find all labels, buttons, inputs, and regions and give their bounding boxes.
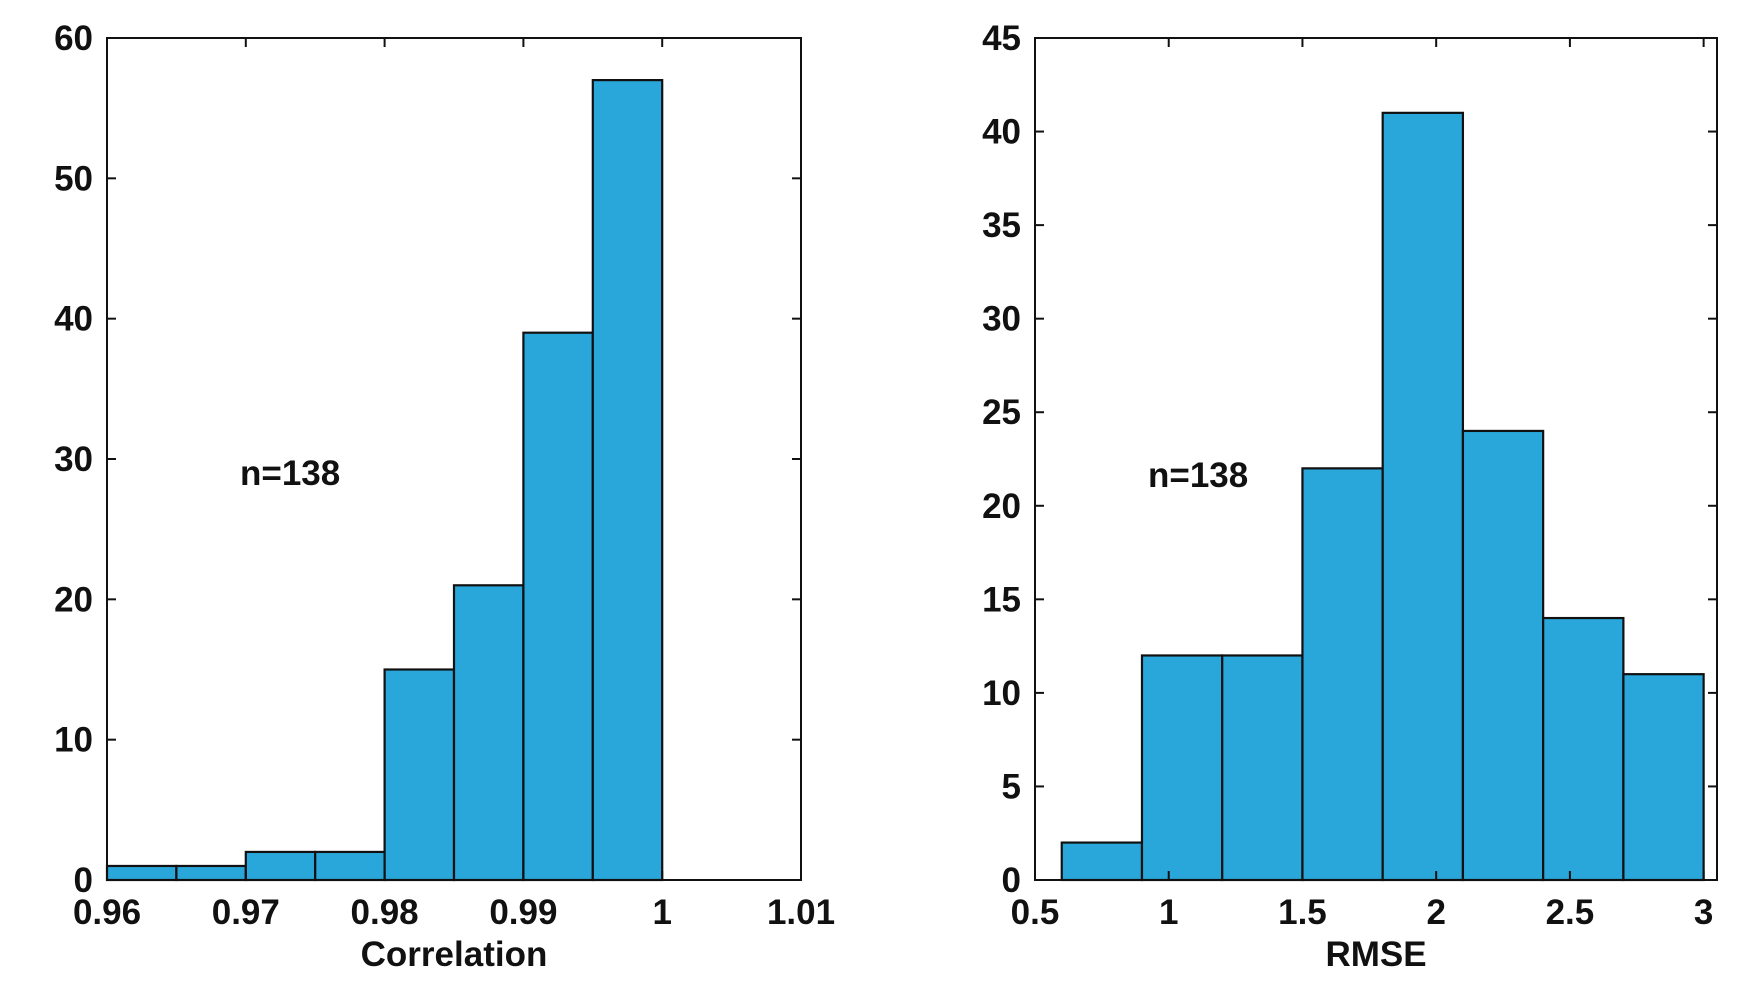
correlation-xtick-label: 0.97	[212, 893, 280, 932]
rmse-ytick-label: 30	[982, 300, 1021, 339]
correlation-ticks: 0 10 20 30 40 50 60 0.96 0.97 0.98 0.99 1 1.01	[54, 19, 835, 932]
correlation-bar-5	[383, 668, 456, 882]
rmse-xtick-label: 2.5	[1546, 893, 1595, 932]
correlation-bar-4	[314, 850, 386, 882]
correlation-bars	[105, 78, 664, 882]
correlation-ytick-label: 30	[54, 440, 93, 479]
correlation-bar-8	[591, 78, 664, 882]
correlation-xtick-label: 0.98	[351, 893, 419, 932]
rmse-xtick-label: 2	[1426, 893, 1445, 932]
correlation-ytick-label: 0	[74, 861, 93, 900]
correlation-xtick-label: 1.01	[767, 893, 835, 932]
correlation-xtick-label: 0.96	[73, 893, 141, 932]
correlation-bar-6	[452, 584, 525, 882]
rmse-bar-7	[1542, 616, 1625, 882]
rmse-bar-4	[1301, 467, 1384, 882]
correlation-xtick-label: 1	[652, 893, 671, 932]
correlation-ytick-label: 10	[54, 721, 93, 760]
rmse-sample-size: n=138	[1148, 456, 1248, 495]
rmse-bar-1	[1060, 841, 1144, 882]
rmse-bars	[1060, 111, 1705, 882]
rmse-axes-frame	[1034, 37, 1718, 881]
rmse-ytick-label: 40	[982, 113, 1021, 152]
rmse-ytick-label: 20	[982, 487, 1021, 526]
rmse-ytick-label: 45	[982, 19, 1021, 58]
rmse-ytick-label: 35	[982, 206, 1021, 245]
correlation-ytick-label: 50	[54, 159, 93, 198]
rmse-bar-8	[1622, 673, 1705, 882]
correlation-ytick-label: 20	[54, 580, 93, 619]
correlation-bar-7	[522, 331, 594, 882]
correlation-ytick-label: 60	[54, 19, 93, 58]
rmse-ytick-label: 10	[982, 674, 1021, 713]
rmse-histogram: 0 5 10 15 20 25 30 35 40 45 0.5 1 1.5 2 2.5 3 n=138 RMS…	[982, 19, 1718, 974]
rmse-bar-6	[1461, 429, 1545, 882]
correlation-x-axis-title: Correlation	[361, 935, 548, 974]
correlation-bar-2	[175, 864, 247, 882]
rmse-x-axis-title: RMSE	[1325, 935, 1426, 974]
rmse-ytick-label: 0	[1002, 861, 1021, 900]
rmse-ytick-label: 15	[982, 580, 1021, 619]
rmse-ytick-label: 25	[982, 393, 1021, 432]
correlation-bar-3	[244, 850, 317, 882]
rmse-ytick-label: 5	[1002, 767, 1021, 806]
correlation-bar-1	[105, 864, 178, 882]
correlation-ytick-label: 40	[54, 300, 93, 339]
rmse-bar-3	[1221, 654, 1304, 882]
correlation-sample-size: n=138	[240, 454, 340, 493]
correlation-xtick-label: 0.99	[489, 893, 557, 932]
rmse-xtick-label: 1	[1159, 893, 1178, 932]
rmse-xtick-label: 0.5	[1011, 893, 1060, 932]
rmse-xtick-label: 3	[1694, 893, 1713, 932]
rmse-ticks: 0 5 10 15 20 25 30 35 40 45 0.5 1 1.5 2 2.5 3	[982, 19, 1717, 932]
rmse-xtick-label: 1.5	[1278, 893, 1327, 932]
rmse-bar-2	[1140, 654, 1224, 882]
rmse-bar-5	[1381, 111, 1465, 882]
correlation-histogram: 0 10 20 30 40 50 60 0.96 0.97 0.98 0.99 1 1.01 n=138…	[54, 19, 835, 974]
